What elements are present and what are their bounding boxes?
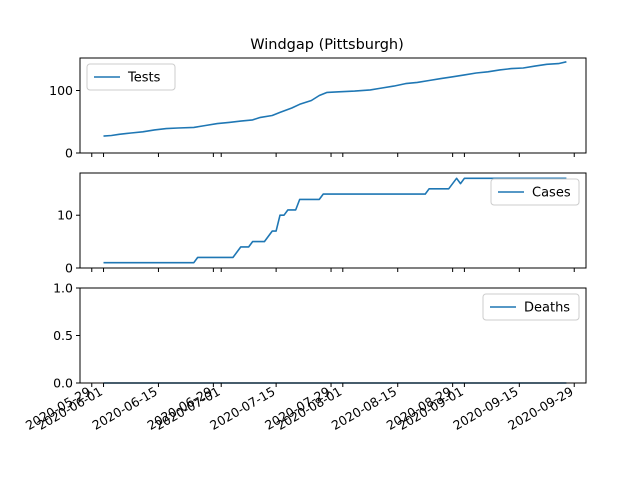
subplot-deaths: 0.0 0.5 1.0 Deaths [53, 281, 587, 391]
subplot-cases: 0 10 Cases [57, 172, 587, 276]
legend-deaths: Deaths [482, 293, 580, 321]
shared-x-axis: 2020-05-292020-06-012020-06-152020-06-29… [23, 384, 576, 433]
series-line-cases [103, 177, 567, 264]
subplot-tests: 0 100 Tests [49, 57, 587, 161]
legend-label: Deaths [524, 301, 570, 316]
y-tick-label: 0 [65, 146, 73, 161]
legend-box [482, 293, 580, 321]
legend-box [490, 178, 580, 206]
legend-label: Tests [127, 71, 161, 86]
y-tick-label: 0.5 [53, 328, 73, 343]
legend-tests: Tests [86, 63, 176, 91]
y-tick-label: 1.0 [53, 281, 73, 296]
legend-label: Cases [532, 186, 571, 201]
series-line-tests [103, 61, 567, 137]
legend-cases: Cases [490, 178, 580, 206]
axes-frame [79, 57, 587, 154]
y-tick-label: 0 [65, 261, 73, 276]
y-tick-label: 10 [57, 208, 73, 223]
chart-title: Windgap (Pittsburgh) [250, 37, 404, 53]
y-tick-label: 0.0 [53, 376, 73, 391]
legend-box [86, 63, 176, 91]
subplots: 0 100 Tests 0 10 Cases 0.0 0.5 1.0 Deaths [49, 57, 587, 391]
y-tick-label: 100 [49, 83, 73, 98]
axes-frame [79, 172, 587, 269]
